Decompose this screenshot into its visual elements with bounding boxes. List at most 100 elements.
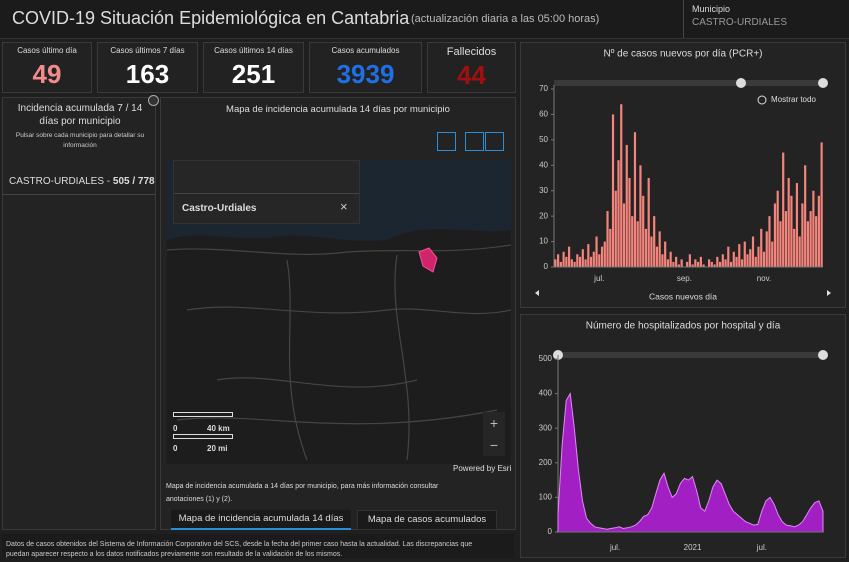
roads bbox=[167, 244, 511, 461]
zoom-control[interactable]: + − bbox=[483, 412, 505, 456]
municipality-row[interactable]: CASTRO-URDIALES - 505 / 778 bbox=[3, 176, 155, 195]
footer-note: Datos de casos obtenidos del Sistema de … bbox=[6, 541, 473, 558]
kpi-value: 3939 bbox=[336, 59, 395, 89]
bar bbox=[603, 241, 606, 267]
range-slider[interactable] bbox=[558, 352, 823, 358]
selector-label: Municipio bbox=[692, 4, 731, 14]
zoom-icon[interactable] bbox=[757, 95, 767, 105]
cases-chart-panel: Nº de casos nuevos por día (PCR+) Mostrar… bbox=[520, 42, 846, 308]
bar bbox=[724, 259, 727, 267]
bar bbox=[686, 261, 689, 267]
bar bbox=[757, 246, 760, 267]
bar bbox=[622, 203, 626, 267]
bar bbox=[589, 256, 593, 267]
tab-active[interactable]: Mapa de incidencia acumulada 14 días bbox=[171, 510, 351, 530]
header-title: COVID-19 Situación Epidemiológica en Can… bbox=[12, 8, 410, 28]
kpi-card: Casos acumulados 3939 bbox=[309, 42, 422, 93]
bar bbox=[713, 264, 716, 267]
bar bbox=[729, 261, 733, 267]
bar bbox=[721, 254, 724, 267]
popup-divider bbox=[174, 193, 359, 194]
home-button[interactable] bbox=[465, 132, 484, 151]
slider-handle[interactable] bbox=[818, 78, 828, 88]
bar bbox=[669, 251, 672, 267]
bar bbox=[790, 195, 793, 267]
map-note: Mapa de incidencia acumulada a 14 días p… bbox=[166, 483, 439, 503]
search-button[interactable] bbox=[437, 132, 456, 151]
bar bbox=[664, 241, 667, 267]
bar bbox=[817, 195, 820, 267]
popup-title: Castro-Urdiales bbox=[182, 203, 257, 214]
kpi-card: Casos últimos 14 días 251 bbox=[203, 42, 304, 93]
y-tick-label: 500 bbox=[539, 354, 553, 363]
bar bbox=[576, 254, 579, 267]
bar bbox=[727, 246, 730, 267]
tab[interactable]: Mapa de casos acumulados bbox=[357, 510, 497, 530]
y-tick-label: 0 bbox=[544, 262, 549, 271]
bar bbox=[598, 254, 601, 267]
slider-handle[interactable] bbox=[818, 350, 828, 360]
bar bbox=[578, 256, 582, 267]
bar bbox=[614, 190, 617, 267]
bar bbox=[804, 165, 807, 267]
kpi-value: 44 bbox=[457, 60, 486, 90]
bar bbox=[795, 183, 799, 267]
y-tick-label: 400 bbox=[539, 389, 553, 398]
y-tick-label: 300 bbox=[539, 423, 553, 432]
bar bbox=[746, 254, 749, 267]
expand-button[interactable] bbox=[148, 95, 159, 106]
y-tick-label: 50 bbox=[539, 135, 548, 144]
bar bbox=[707, 259, 711, 267]
range-slider[interactable] bbox=[554, 80, 823, 86]
bar bbox=[625, 144, 628, 267]
kpi-card: Fallecidos 44 bbox=[427, 42, 516, 93]
bar bbox=[565, 256, 568, 267]
legend-button[interactable] bbox=[485, 132, 504, 151]
left-panel-title: Incidencia acumulada 7 / 14 días por mun… bbox=[17, 103, 143, 127]
bar bbox=[628, 178, 631, 267]
bar bbox=[666, 259, 670, 267]
bar bbox=[677, 264, 680, 267]
bar bbox=[784, 211, 788, 267]
scroll-right[interactable] bbox=[827, 290, 831, 296]
scale-label: 0 bbox=[173, 444, 178, 453]
bar bbox=[653, 216, 656, 267]
kpi-card: Casos últimos 7 días 163 bbox=[97, 42, 198, 93]
divider bbox=[683, 0, 684, 38]
bar bbox=[820, 142, 823, 267]
selected-municipality[interactable] bbox=[418, 247, 438, 273]
bar bbox=[655, 246, 659, 267]
bar bbox=[751, 236, 755, 267]
chart: Número de hospitalizados por hospital y … bbox=[539, 321, 828, 552]
zoom-reset[interactable]: Mostrar todo bbox=[771, 95, 816, 104]
bar bbox=[798, 236, 801, 267]
bar bbox=[595, 236, 598, 267]
bar bbox=[787, 178, 790, 267]
chart-title: Nº de casos nuevos por día (PCR+) bbox=[603, 49, 762, 60]
y-tick-label: 100 bbox=[539, 493, 553, 502]
bar bbox=[606, 211, 609, 267]
bar bbox=[636, 221, 639, 267]
chart: Nº de casos nuevos por día (PCR+) Mostrar… bbox=[535, 49, 831, 301]
slider-handle[interactable] bbox=[736, 78, 746, 88]
scroll-left[interactable] bbox=[535, 290, 539, 296]
y-tick-label: 10 bbox=[539, 237, 548, 246]
bar bbox=[642, 195, 645, 267]
bar bbox=[600, 246, 604, 267]
bar bbox=[699, 256, 702, 267]
bar bbox=[647, 178, 650, 267]
bar bbox=[587, 244, 590, 267]
header: COVID-19 Situación Epidemiológica en Can… bbox=[0, 0, 849, 39]
left-panel: Incidencia acumulada 7 / 14 días por mun… bbox=[2, 97, 156, 530]
kpi-value: 49 bbox=[32, 59, 62, 89]
selector-value[interactable]: CASTRO-URDIALES bbox=[692, 17, 788, 28]
kpi-label: Fallecidos bbox=[446, 46, 497, 58]
bar bbox=[732, 251, 735, 267]
popup-close[interactable]: × bbox=[340, 199, 348, 214]
bar bbox=[644, 228, 648, 267]
bar bbox=[697, 261, 700, 267]
bar bbox=[650, 236, 653, 267]
y-tick-label: 30 bbox=[539, 186, 548, 195]
kpi-card: Casos último día 49 bbox=[2, 42, 92, 93]
municipality-value: 505 / 778 bbox=[112, 176, 155, 187]
